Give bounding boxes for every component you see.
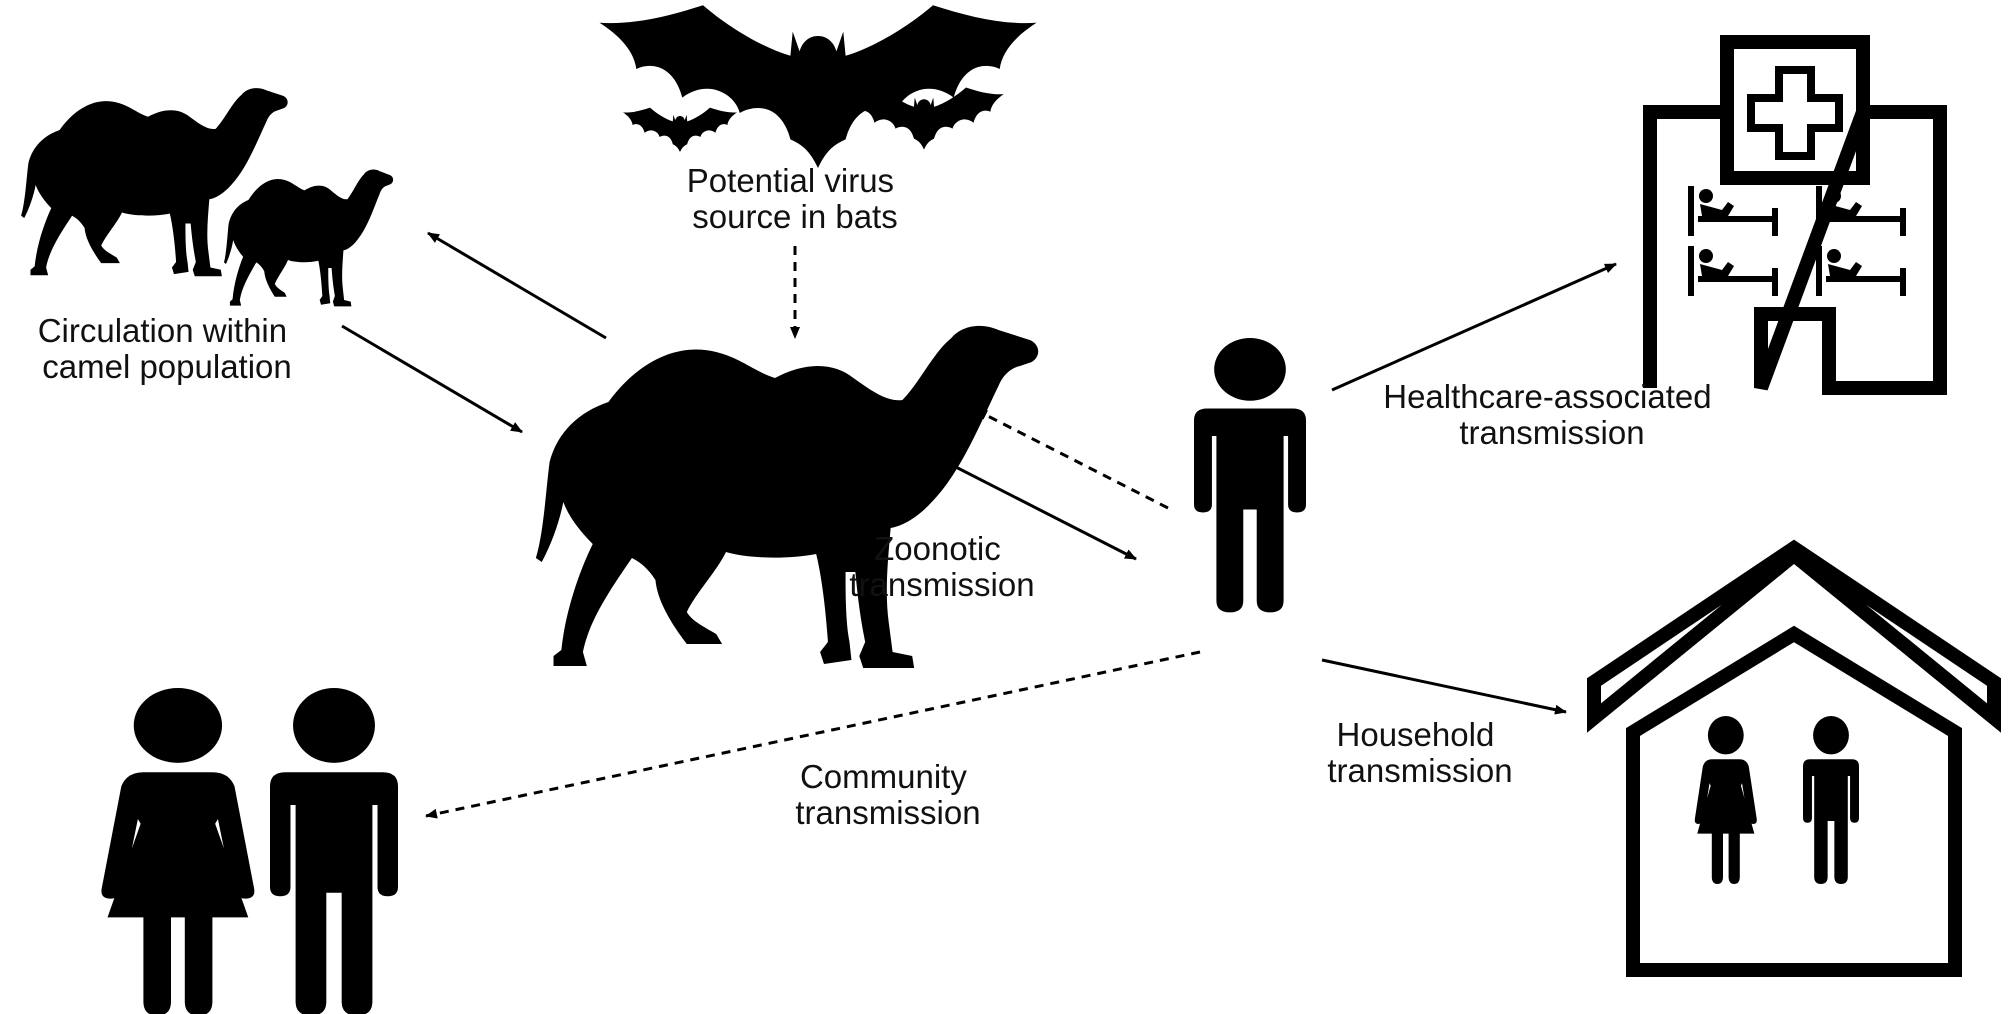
community-label-line-2: transmission [795,794,980,831]
camel-circulation-label: Circulation within camel population [38,312,297,385]
arrow-human-to-household [1321,658,1567,715]
healthcare-label-line-1: Healthcare-associated [1383,378,1711,415]
camel-circulation-label-line-1: Circulation within [38,312,287,349]
hospital-bed-icon-4 [1816,246,1906,296]
person-icon-index-case [1194,338,1306,613]
zoonotic-label-line-1: Zoonotic [874,530,1001,567]
healthcare-label: Healthcare-associated transmission [1383,378,1721,451]
hospital-bed-icon-1 [1688,186,1778,236]
camel-herd-group [21,88,394,307]
community-label-line-1: Community [800,758,967,795]
small-bat-icon-right [844,87,1004,150]
camel-icon-main [535,325,1039,668]
household-label: Household transmission [1327,716,1512,789]
household-label-line-1: Household [1337,716,1495,753]
arrow-human-to-camel [975,408,1169,510]
hospital-bed-icon-3 [1688,246,1778,296]
arrow-human-to-community [425,650,1201,819]
bats-label-line-2: source in bats [692,198,897,235]
zoonotic-label: Zoonotic transmission [849,530,1034,603]
arrow-camel-to-herd [427,231,607,340]
person-icon-community [270,688,398,1014]
bats-label: Potential virus source in bats [687,162,903,235]
large-bat-icon [599,5,1037,169]
hospital-icon [1643,35,1947,395]
arrow-herd-to-camel [341,324,523,434]
woman-icon-household [1694,716,1757,884]
healthcare-label-line-2: transmission [1459,414,1644,451]
camel-circulation-label-line-2: camel population [42,348,292,385]
woman-icon-community [101,688,255,1014]
household-label-line-2: transmission [1327,752,1512,789]
bats-label-line-1: Potential virus [687,162,894,199]
arrow-human-to-hospital [1331,262,1617,392]
person-icon-household [1803,716,1859,884]
small-bat-icon-left [623,107,737,152]
zoonotic-label-line-2: transmission [849,566,1034,603]
camel-icon-herd-small [223,169,394,307]
hospital-bed-icon-2 [1816,186,1906,236]
arrow-camel-to-human [945,460,1137,561]
bats-group [599,5,1037,169]
arrows [341,231,1617,819]
community-label: Community transmission [795,758,980,831]
house-icon [1587,539,2001,977]
